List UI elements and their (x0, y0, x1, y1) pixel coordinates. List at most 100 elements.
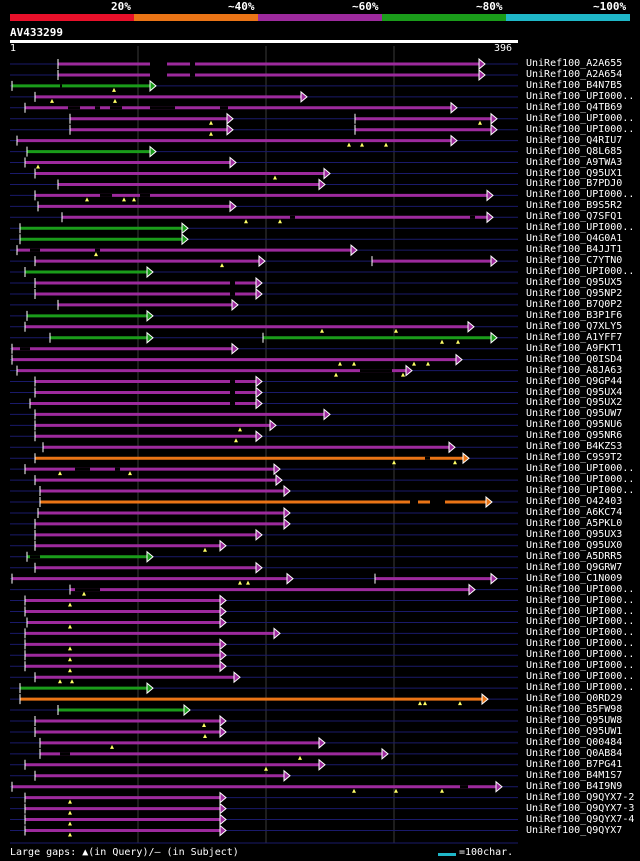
hit-label[interactable]: UniRef100_Q95NR6 (526, 430, 623, 442)
hit-label[interactable]: UniRef100_Q7XLY5 (526, 320, 623, 332)
hit-label[interactable]: UniRef100_Q4RIU7 (526, 134, 623, 146)
hit-label[interactable]: UniRef100_Q9QYX7-3 (526, 802, 635, 814)
hit-label[interactable]: UniRef100_Q95UX1 (526, 167, 623, 179)
hit-label[interactable]: UniRef100_UPI000.. (526, 123, 635, 135)
hit-label[interactable]: UniRef100_UPI000.. (526, 627, 635, 639)
segment-end-arrow (149, 79, 157, 92)
hit-label[interactable]: UniRef100_Q0ISD4 (526, 353, 623, 365)
hit-label[interactable]: UniRef100_UPI000.. (526, 671, 635, 683)
segment-end-arrow (381, 747, 389, 760)
hit-label[interactable]: UniRef100_A9TWA3 (526, 156, 623, 168)
hit-label[interactable]: UniRef100_UPI000.. (526, 583, 635, 595)
hit-label[interactable]: UniRef100_Q95UX3 (526, 528, 623, 540)
segment-end-arrow (323, 408, 331, 421)
hit-label[interactable]: UniRef100_B9S5R2 (526, 200, 623, 212)
hit-label[interactable]: UniRef100_A2A655 (526, 58, 623, 69)
hit-label[interactable]: UniRef100_Q95NU6 (526, 419, 623, 431)
hit-label[interactable]: UniRef100_A1YFF7 (526, 331, 623, 343)
hit-label[interactable]: UniRef100_A2A654 (526, 68, 623, 80)
hit-label[interactable]: UniRef100_B4KZS3 (526, 441, 623, 453)
hit-label[interactable]: UniRef100_UPI000.. (526, 485, 635, 497)
segment-end-arrow (478, 68, 486, 82)
hit-label[interactable]: UniRef100_UPI000.. (526, 638, 635, 650)
hit-label[interactable]: UniRef100_UPI000.. (526, 605, 635, 617)
hit-label[interactable]: UniRef100_O42403 (526, 496, 623, 507)
hit-label[interactable]: UniRef100_B4M1S7 (526, 769, 623, 781)
hit-label[interactable]: UniRef100_Q95UW7 (526, 408, 623, 420)
hit-label[interactable]: UniRef100_Q95UX4 (526, 386, 623, 398)
hit-label[interactable]: UniRef100_Q0AB84 (526, 747, 623, 759)
query-name: AV433299 (10, 26, 63, 39)
hit-label[interactable]: UniRef100_UPI000.. (526, 90, 635, 102)
hit-label[interactable]: UniRef100_A6KC74 (526, 506, 623, 518)
segment-end-arrow (146, 331, 154, 344)
hit-label[interactable]: UniRef100_Q8L685 (526, 145, 623, 157)
hit-label[interactable]: UniRef100_UPI000.. (526, 463, 635, 475)
hit-label[interactable]: UniRef100_B7PG41 (526, 758, 623, 770)
hit-label[interactable]: UniRef100_B7Q0P2 (526, 298, 623, 310)
segment-end-arrow (146, 550, 154, 563)
segment-end-arrow (149, 145, 157, 158)
hit-label[interactable]: UniRef100_Q9GP44 (526, 375, 623, 387)
hit-label[interactable]: UniRef100_UPI000.. (526, 474, 635, 486)
segment-end-arrow (450, 134, 458, 147)
segment-end-arrow (283, 506, 291, 520)
hit-label[interactable]: UniRef100_B4N7B5 (526, 79, 623, 91)
segment-end-arrow (258, 255, 266, 268)
hit-label[interactable]: UniRef100_Q95UW1 (526, 725, 623, 737)
hit-label[interactable]: UniRef100_C9S9T2 (526, 452, 623, 464)
query-gap-mark (426, 361, 430, 366)
hit-label[interactable]: UniRef100_UPI000.. (526, 189, 635, 201)
hit-label[interactable]: UniRef100_B3P1F6 (526, 309, 623, 321)
hit-label[interactable]: UniRef100_A5DRR5 (526, 550, 623, 562)
hit-label[interactable]: UniRef100_Q9QYX7-2 (526, 791, 635, 803)
hit-label[interactable]: UniRef100_C7YTN0 (526, 255, 623, 267)
segment-end-arrow (300, 90, 308, 103)
hit-label[interactable]: UniRef100_B4JJT1 (526, 244, 623, 256)
query-gap-mark (122, 197, 126, 202)
hit-label[interactable]: UniRef100_Q95UX2 (526, 397, 623, 409)
hit-label[interactable]: UniRef100_Q4G0A1 (526, 233, 623, 245)
hit-label[interactable]: UniRef100_Q9GRW7 (526, 561, 623, 573)
hit-label[interactable]: UniRef100_B7PDJ0 (526, 178, 623, 190)
scale-percent-label: ~60% (352, 0, 379, 13)
hit-label[interactable]: UniRef100_A8JA63 (526, 364, 623, 376)
segment-end-arrow (226, 123, 234, 136)
query-gap-mark (234, 438, 238, 443)
hit-label[interactable]: UniRef100_Q7SFQ1 (526, 211, 623, 223)
hit-label[interactable]: UniRef100_Q0RD29 (526, 693, 623, 705)
segment-end-arrow (255, 276, 263, 290)
segment-end-arrow (485, 495, 493, 509)
hit-label[interactable]: UniRef100_A5PKL0 (526, 517, 623, 529)
hit-label[interactable]: UniRef100_Q95UX5 (526, 277, 623, 288)
hit-label[interactable]: UniRef100_Q4TB69 (526, 101, 623, 113)
hit-label[interactable]: UniRef100_Q9QYX7-4 (526, 813, 635, 825)
query-gap-mark (68, 810, 72, 815)
segment-end-arrow (255, 386, 263, 399)
hit-label[interactable]: UniRef100_UPI000.. (526, 112, 635, 124)
hit-label[interactable]: UniRef100_UPI000.. (526, 660, 635, 672)
hit-label[interactable]: UniRef100_C1N009 (526, 572, 623, 584)
hit-label[interactable]: UniRef100_A9FKT1 (526, 342, 623, 354)
hit-label[interactable]: UniRef100_UPI000.. (526, 594, 635, 606)
query-gap-mark (278, 219, 282, 224)
hit-label[interactable]: UniRef100_UPI000.. (526, 649, 635, 661)
hit-label[interactable]: UniRef100_UPI000.. (526, 616, 635, 628)
hit-label[interactable]: UniRef100_Q95UX0 (526, 539, 623, 551)
hit-label[interactable]: UniRef100_Q95NP2 (526, 287, 623, 299)
hit-label[interactable]: UniRef100_B5FW98 (526, 704, 623, 716)
query-gap-mark (220, 263, 224, 268)
hit-label[interactable]: UniRef100_Q95UW8 (526, 715, 623, 726)
hit-label[interactable]: UniRef100_UPI000.. (526, 266, 635, 278)
hit-label[interactable]: UniRef100_B4I9N9 (526, 780, 623, 792)
segment-end-arrow (181, 233, 189, 246)
query-gap-mark (338, 361, 342, 366)
hit-label[interactable]: UniRef100_Q00484 (526, 736, 623, 748)
query-gap-mark (238, 427, 242, 432)
query-gap-mark (128, 471, 132, 476)
hit-label[interactable]: UniRef100_Q9QYX7 (526, 824, 623, 836)
hit-label[interactable]: UniRef100_UPI000.. (526, 222, 635, 234)
query-gap-mark (264, 766, 268, 771)
query-gap-mark (113, 98, 117, 103)
hit-label[interactable]: UniRef100_UPI000.. (526, 682, 635, 694)
